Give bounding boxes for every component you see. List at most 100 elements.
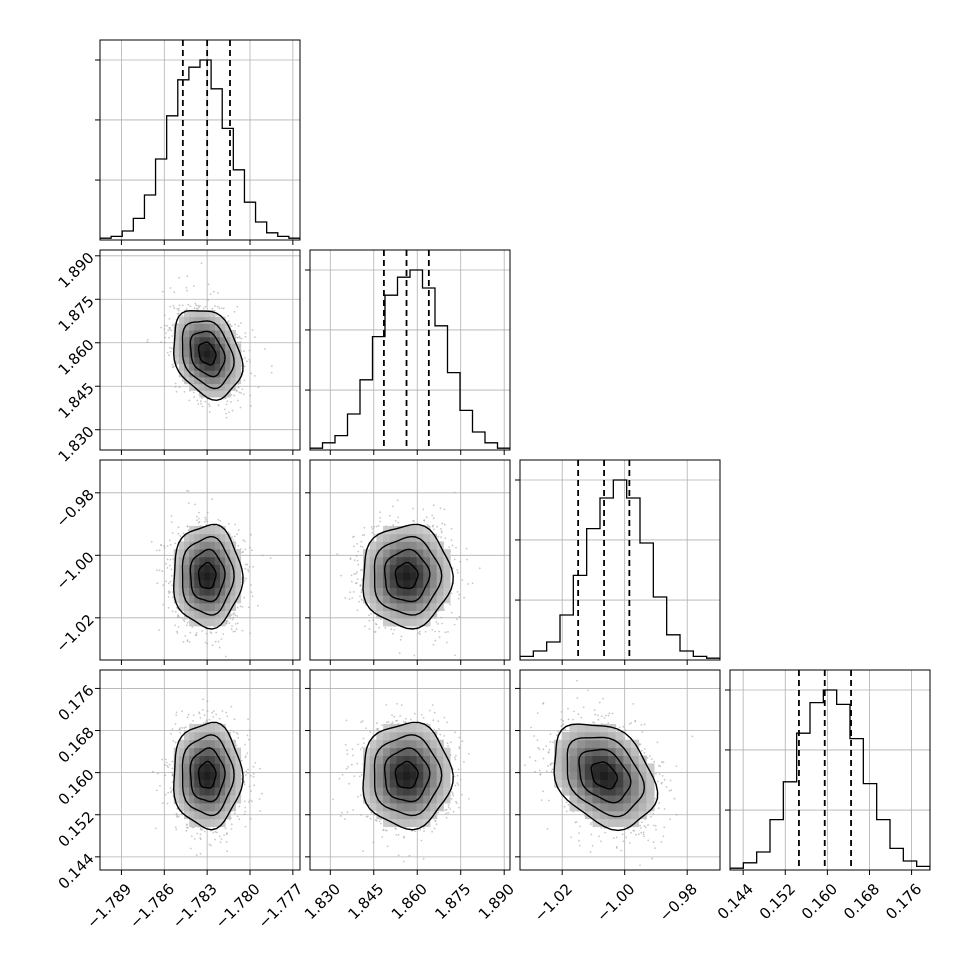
scatter-point — [217, 640, 220, 643]
density-cell — [184, 572, 190, 581]
density-cell — [220, 376, 226, 385]
scatter-point — [425, 516, 428, 519]
density-cell — [409, 549, 418, 558]
scatter-point — [188, 641, 191, 643]
density-cell — [189, 587, 195, 596]
density-cell — [194, 572, 200, 581]
density-cell — [235, 572, 242, 581]
scatter-point — [437, 623, 439, 625]
scatter-point — [232, 539, 235, 541]
scatter-point — [176, 816, 178, 818]
density-cell — [209, 390, 216, 398]
density-cell — [383, 618, 391, 627]
scatter-point — [156, 582, 159, 585]
scatter-point — [162, 584, 165, 587]
scatter-point — [358, 600, 360, 603]
density-cell — [184, 533, 190, 542]
scatter-point — [373, 533, 376, 536]
scatter-point — [193, 307, 196, 309]
density-cell — [230, 587, 236, 596]
scatter-point — [453, 491, 456, 494]
density-cell — [209, 323, 216, 331]
density-cell — [403, 541, 411, 550]
scatter-point — [356, 559, 359, 562]
scatter-point — [170, 329, 173, 332]
density-cell — [194, 370, 200, 378]
scatter-point — [169, 305, 172, 308]
scatter-point — [214, 640, 217, 643]
scatter-point — [204, 400, 207, 403]
contour-line — [172, 523, 244, 630]
scatter-point — [241, 606, 244, 608]
scatter-point — [456, 618, 458, 620]
scatter-point — [201, 630, 204, 632]
density-cell — [214, 602, 221, 612]
density-cell — [189, 525, 195, 535]
scatter-point — [181, 379, 184, 382]
density-cell — [209, 595, 216, 604]
density-cell — [225, 533, 231, 542]
y-tick-label: −0.98 — [52, 486, 97, 531]
scatter-point — [419, 633, 421, 635]
scatter-point — [146, 341, 149, 343]
density-cell — [184, 350, 190, 358]
scatter-point — [200, 402, 203, 405]
contour-line — [181, 535, 235, 616]
scatter-point — [236, 606, 239, 609]
density-cell — [230, 572, 236, 581]
density-cell — [178, 323, 185, 331]
density-cell — [184, 370, 190, 378]
density-cell — [204, 618, 211, 627]
density-cell — [225, 579, 231, 588]
density-cell — [194, 564, 200, 573]
density-cell — [220, 572, 226, 581]
density-cell — [230, 370, 236, 378]
scatter-point — [167, 329, 170, 332]
density-cell — [194, 376, 200, 385]
scatter-point — [166, 351, 169, 354]
density-cell — [194, 533, 200, 542]
density-cell — [209, 383, 216, 391]
density-cell — [214, 383, 221, 391]
scatter-point — [182, 619, 185, 621]
scatter-point — [250, 372, 253, 375]
density-cell — [194, 610, 200, 619]
panel-frame — [519, 459, 721, 661]
panel-2-2 — [515, 459, 721, 665]
scatter-point — [413, 520, 416, 523]
scatter-point — [172, 740, 175, 742]
scatter-point — [432, 524, 434, 527]
panel-frame — [99, 249, 301, 451]
scatter-point — [169, 564, 171, 567]
density-cell — [214, 549, 221, 558]
scatter-point — [195, 632, 198, 634]
scatter-point — [186, 489, 188, 492]
scatter-point — [239, 341, 242, 343]
density-cell — [184, 363, 190, 371]
density-cell — [178, 595, 185, 604]
scatter-point — [230, 614, 233, 616]
scatter-point — [233, 718, 236, 721]
scatter-point — [172, 596, 174, 599]
scatter-point — [234, 323, 237, 326]
density-cell — [389, 556, 397, 565]
y-tick-label: 1.890 — [55, 249, 98, 292]
scatter-point — [238, 335, 241, 338]
contour-line — [197, 561, 217, 590]
scatter-point — [235, 628, 238, 631]
y-tick-label: −1.00 — [52, 548, 97, 593]
scatter-point — [192, 391, 195, 394]
density-cell — [409, 579, 418, 588]
density-cell — [204, 602, 211, 612]
scatter-point — [361, 578, 364, 580]
scatter-point — [368, 619, 371, 622]
scatter-point — [197, 517, 200, 520]
scatter-point — [444, 537, 447, 540]
scatter-point — [155, 549, 158, 552]
scatter-point — [242, 539, 245, 542]
scatter-point — [235, 389, 238, 392]
scatter-point — [208, 718, 211, 721]
density-cell — [416, 618, 424, 627]
density-cell — [416, 541, 424, 550]
